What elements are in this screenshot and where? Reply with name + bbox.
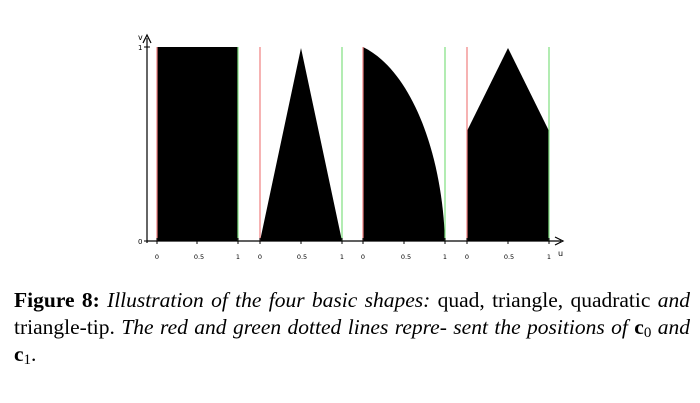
u-tick-label: 1 (443, 253, 447, 261)
u-tick-label: 0 (258, 253, 262, 261)
caption-part1: Illustration of the four basic shapes: (107, 288, 431, 312)
caption-end: . (31, 342, 37, 366)
panel-triangle-tip (466, 47, 550, 241)
panel-triangle (259, 47, 343, 241)
caption-sub1: 1 (23, 352, 32, 368)
caption-period: . (109, 315, 115, 339)
caption-and2: and (657, 315, 691, 339)
u-tick-label: 0.5 (401, 253, 411, 261)
caption-c1: c (14, 342, 24, 366)
v-tick-label-0: 0 (138, 238, 142, 246)
u-tick-label: 0 (361, 253, 365, 261)
v-tick-label-1: 1 (138, 44, 142, 52)
caption-label: Figure 8: (14, 288, 100, 312)
panel-quadratic (362, 47, 446, 241)
v-axis-label: v (138, 33, 143, 42)
caption-comma: , (479, 288, 485, 312)
u-tick-label: 0.5 (194, 253, 204, 261)
shape-quadratic (363, 47, 445, 241)
caption-part2: The red and green dotted lines repre- se… (121, 315, 628, 339)
u-ticks: 0 0.5 1 0 0.5 1 0 0.5 1 0 0.5 1 (155, 238, 551, 261)
panel-quad (156, 47, 239, 241)
shape-triangle (260, 48, 342, 241)
caption-comma: , (557, 288, 564, 312)
u-axis-label: u (558, 249, 563, 258)
caption-c0: c (634, 315, 644, 339)
u-tick-label: 0 (155, 253, 159, 261)
u-tick-label: 0.5 (297, 253, 307, 261)
caption-quad: quad (437, 288, 480, 312)
caption-and: and (657, 288, 690, 312)
v-axis-arrow (142, 33, 152, 44)
u-axis-arrow (554, 236, 565, 246)
u-tick-label: 1 (547, 253, 551, 261)
u-tick-label: 0.5 (504, 253, 514, 261)
figure-caption: Figure 8: Illustration of the four basic… (14, 287, 690, 368)
u-tick-label: 1 (236, 253, 240, 261)
shapes-figure: v 1 0 u 0 0.5 1 0 0. (138, 33, 565, 261)
u-tick-label: 0 (465, 253, 469, 261)
caption-triangle: triangle (492, 288, 558, 312)
u-tick-label: 1 (340, 253, 344, 261)
caption-triangle-tip: triangle-tip (14, 315, 110, 339)
shape-quad (157, 47, 238, 241)
caption-quadratic: quadratic (570, 288, 651, 312)
shape-triangle-tip (467, 48, 549, 241)
caption-sub0: 0 (643, 325, 652, 341)
